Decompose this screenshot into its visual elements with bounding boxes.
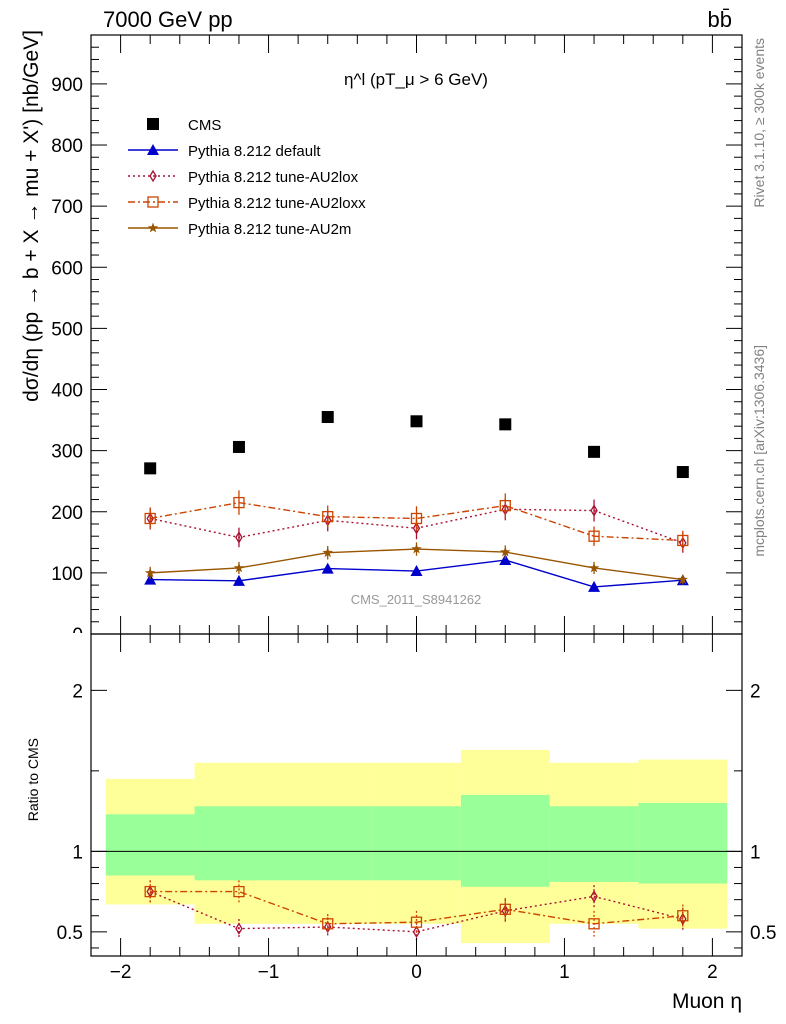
ratio-y-tick-label-right: 1 (750, 842, 761, 863)
x-tick-label: −2 (110, 962, 132, 983)
ratio-point (410, 916, 423, 928)
data-point (588, 530, 600, 542)
legend-marker (147, 144, 159, 155)
ratio-point (144, 885, 156, 898)
energy-label: 7000 GeV pp (103, 7, 233, 32)
series-3 (144, 490, 689, 551)
data-point (412, 521, 421, 535)
ratio-point (499, 903, 511, 915)
legend-marker (147, 196, 159, 208)
data-point (145, 567, 156, 578)
data-point (233, 496, 245, 509)
green-band (372, 806, 461, 881)
green-band (105, 814, 195, 876)
legend-marker (149, 169, 157, 183)
y-tick-label: 900 (51, 75, 83, 96)
data-point (676, 466, 689, 479)
ratio-point (235, 922, 243, 935)
green-band (194, 806, 373, 881)
legend-marker (147, 118, 159, 130)
data-point (499, 499, 511, 512)
legend-label: CMS (188, 117, 221, 134)
x-tick-label: 0 (411, 962, 422, 983)
data-point (499, 418, 512, 431)
y-tick-label: 300 (51, 442, 83, 463)
legend-label: Pythia 8.212 default (188, 143, 321, 160)
ratio-point (679, 912, 687, 926)
ratio-y-tick-label-right: 0.5 (750, 923, 776, 944)
y-tick-label: 400 (51, 381, 83, 402)
green-band (460, 795, 550, 887)
ratio-y-tick-label-right: 2 (750, 681, 761, 702)
data-point (677, 534, 689, 547)
y-tick-label: 800 (51, 136, 83, 157)
x-axis-label: Muon η (672, 990, 742, 1013)
process-label: bb̄ (708, 7, 732, 32)
y-tick-label: 0 (72, 625, 83, 646)
data-point (144, 512, 156, 525)
data-point (233, 562, 245, 573)
data-point (144, 462, 157, 475)
chart-marks (144, 411, 689, 942)
ratio-series-1 (144, 880, 689, 937)
y-tick-label: 600 (51, 258, 83, 279)
data-point (588, 562, 600, 573)
data-point (500, 546, 511, 557)
data-point (499, 554, 512, 566)
data-point (321, 411, 334, 424)
data-point (677, 574, 688, 585)
ratio-y-axis-label: Ratio to CMS (25, 738, 41, 821)
y-tick-label: 500 (51, 319, 83, 340)
plot-title: η^l (pT_μ > 6 GeV) (344, 70, 488, 89)
data-point (235, 531, 243, 544)
data-point (322, 510, 334, 523)
data-point (232, 574, 245, 586)
y-tick-label: 700 (51, 197, 83, 218)
ratio-panel (91, 749, 742, 944)
legend-label: Pythia 8.212 tune-AU2loxx (188, 195, 366, 212)
legend-label: Pythia 8.212 tune-AU2lox (188, 169, 359, 186)
data-point (590, 504, 598, 517)
data-point (322, 547, 333, 558)
legend: CMS Pythia 8.212 default Pythia 8.212 tune… (128, 117, 366, 238)
y-axis-label: dσ/dη (pp → b + X → mu + X') [nb/GeV] (20, 30, 43, 402)
ratio-point (588, 918, 600, 930)
data-point (410, 415, 423, 428)
x-tick-label: −1 (258, 962, 280, 983)
ratio-y-tick-label: 1 (72, 842, 83, 863)
chart-axes: 0 100 200 300 400 500 600 700 800 900 −2 −1 0 1 2 0.5 0.… (51, 34, 776, 983)
data-point (411, 543, 422, 554)
ratio-point (412, 925, 421, 939)
green-band (638, 803, 728, 884)
data-point (410, 512, 423, 525)
y-tick-label: 200 (51, 503, 83, 524)
series-4 (145, 542, 688, 585)
ratio-point (590, 890, 598, 903)
x-tick-label: 1 (559, 962, 570, 983)
ratio-point (233, 885, 245, 898)
data-point (232, 440, 245, 453)
data-point (410, 565, 423, 577)
data-point (321, 562, 334, 574)
legend-label: Pythia 8.212 tune-AU2m (188, 221, 351, 238)
source-label: mcplots.cern.ch [arXiv:1306.3436] (751, 345, 767, 557)
ratio-point (322, 918, 334, 930)
data-point (144, 573, 157, 585)
green-band (549, 806, 639, 882)
ratio-y-tick-label: 0.5 (57, 923, 83, 944)
series-1 (144, 554, 689, 592)
data-point (588, 445, 601, 458)
series-0 (144, 411, 689, 479)
legend-marker (147, 222, 159, 233)
ratio-y-tick-label: 2 (72, 681, 83, 702)
data-point (588, 580, 601, 592)
ratio-point (677, 910, 689, 922)
x-tick-label: 2 (707, 962, 718, 983)
rivet-label: Rivet 3.1.10, ≥ 300k events (751, 38, 767, 208)
y-tick-label: 100 (51, 564, 83, 585)
watermark: CMS_2011_S8941262 (351, 592, 482, 607)
